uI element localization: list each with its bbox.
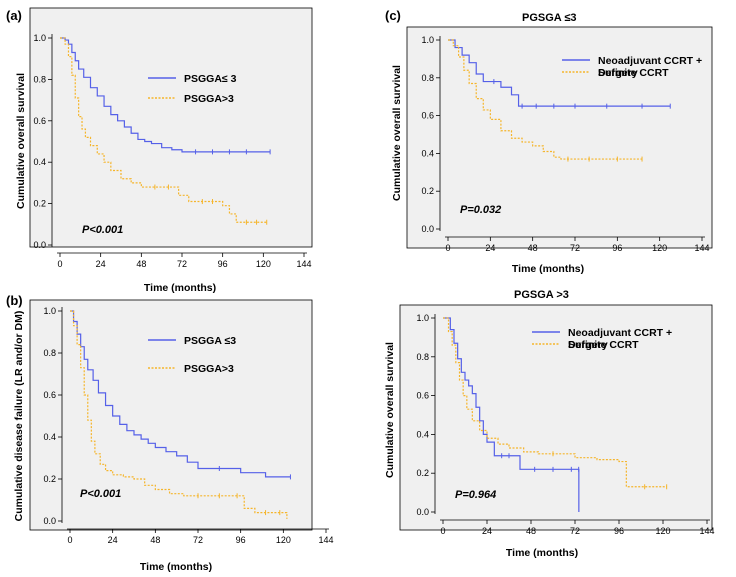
y-tick-label: 0.0	[416, 507, 429, 517]
x-tick-label: 72	[570, 526, 580, 536]
y-tick-label: 0.6	[416, 391, 429, 401]
x-tick-label: 0	[67, 535, 72, 545]
y-tick-label: 0.6	[421, 111, 434, 121]
y-tick-label: 0.4	[43, 432, 56, 442]
x-tick-label: 144	[699, 526, 714, 536]
x-tick-label: 144	[694, 243, 709, 253]
x-tick-label: 24	[482, 526, 492, 536]
x-tick-label: 48	[136, 259, 146, 269]
y-tick-label: 0.8	[33, 74, 46, 84]
y-tick-label: 1.0	[416, 313, 429, 323]
x-tick-label: 0	[445, 243, 450, 253]
x-tick-label: 120	[655, 526, 670, 536]
p-value-annotation: P<0.001	[82, 224, 123, 236]
legend-label: Definite CCRT	[598, 67, 669, 79]
panel-4: 0.0 0.2 0.4 0.6 0.8 1.0 0 24 48 72 96 120 144 Neoadju…	[384, 289, 715, 559]
y-tick-label: 0.0	[43, 516, 56, 526]
x-tick-label: 120	[256, 259, 271, 269]
p-value-annotation: P=0.032	[460, 204, 501, 216]
y-tick-label: 0.2	[416, 468, 429, 478]
y-axis-label: Cumulative overall survival	[384, 342, 396, 478]
series-line-2	[443, 317, 667, 488]
y-tick-label: 0.6	[33, 116, 46, 126]
x-tick-label: 0	[440, 526, 445, 536]
x-tick-label: 96	[614, 526, 624, 536]
series-line-1	[60, 37, 271, 153]
legend-label: Neoadjuvant CCRT + Surgery	[598, 55, 702, 79]
legend-label: PSGGA≤ 3	[184, 73, 237, 85]
y-tick-label: 0.4	[421, 148, 434, 158]
y-tick-label: 0.2	[421, 186, 434, 196]
panel-letter: (b)	[6, 293, 23, 308]
y-tick-label: 0.4	[416, 429, 429, 439]
panel-3: 0.0 0.2 0.4 0.6 0.8 1.0 0 24 48 72 96 120 144 Neoadju…	[385, 8, 713, 275]
y-tick-label: 1.0	[43, 306, 56, 316]
plot-area	[406, 26, 713, 249]
series-line-1	[443, 317, 580, 512]
y-tick-label: 0.8	[43, 348, 56, 358]
x-tick-label: 48	[150, 535, 160, 545]
x-tick-label: 0	[57, 259, 62, 269]
p-value-annotation: P=0.964	[455, 489, 496, 501]
x-tick-label: 24	[96, 259, 106, 269]
y-tick-label: 0.2	[43, 474, 56, 484]
y-tick-label: 0.2	[33, 199, 46, 209]
x-tick-label: 48	[528, 243, 538, 253]
x-tick-label: 96	[612, 243, 622, 253]
x-tick-label: 120	[276, 535, 291, 545]
plot-area	[399, 304, 713, 531]
x-axis-label: Time (months)	[512, 263, 584, 275]
y-tick-label: 0.0	[33, 240, 46, 250]
y-axis-label: Cumulative overall survival	[15, 73, 27, 209]
x-axis-label: Time (months)	[140, 561, 212, 573]
plot-title: PGSGA ≤3	[522, 12, 577, 24]
y-tick-label: 1.0	[421, 35, 434, 45]
legend-label: PSGGA>3	[184, 363, 234, 375]
y-tick-label: 0.8	[416, 352, 429, 362]
legend-label: Definite CCRT	[568, 339, 639, 351]
panel-letter: (c)	[385, 8, 401, 23]
x-tick-label: 72	[570, 243, 580, 253]
y-tick-label: 0.0	[421, 224, 434, 234]
panel-1: 0.0 0.2 0.4 0.6 0.8 1.0 0 24 48 72 96 120 144 PSGGA≤ …	[6, 7, 313, 294]
p-value-annotation: P<0.001	[80, 488, 121, 500]
x-tick-label: 120	[652, 243, 667, 253]
plot-title: PGSGA >3	[514, 289, 569, 301]
x-tick-label: 48	[526, 526, 536, 536]
panel-letter: (a)	[6, 8, 22, 23]
x-tick-label: 72	[177, 259, 187, 269]
x-tick-label: 24	[108, 535, 118, 545]
x-tick-label: 144	[318, 535, 333, 545]
y-axis-label: Cumulative disease failure (LR and/or DM…	[13, 311, 25, 522]
x-axis-label: Time (months)	[144, 282, 216, 294]
y-tick-label: 0.4	[33, 157, 46, 167]
x-tick-label: 96	[218, 259, 228, 269]
plot-area	[29, 299, 313, 531]
x-tick-label: 96	[236, 535, 246, 545]
y-tick-label: 1.0	[33, 33, 46, 43]
series-line-2	[448, 39, 643, 160]
plot-area	[29, 7, 313, 248]
x-axis-label: Time (months)	[506, 547, 578, 559]
x-tick-label: 144	[296, 259, 311, 269]
series-line-2	[70, 310, 288, 519]
legend-label: Neoadjuvant CCRT + Surgery	[568, 327, 672, 351]
legend-label: PSGGA ≤3	[184, 335, 236, 347]
y-tick-label: 0.8	[421, 73, 434, 83]
series-line-1	[70, 310, 291, 478]
x-tick-label: 24	[485, 243, 495, 253]
series-line-2	[60, 37, 267, 223]
y-tick-label: 0.6	[43, 390, 56, 400]
legend-label: PSGGA>3	[184, 93, 234, 105]
y-axis-label: Cumulative overall survival	[391, 65, 403, 201]
x-tick-label: 72	[193, 535, 203, 545]
panel-2: 0.0 0.2 0.4 0.6 0.8 1.0 0 24 48 72 96 120 144 PSGGA ≤…	[6, 293, 334, 573]
